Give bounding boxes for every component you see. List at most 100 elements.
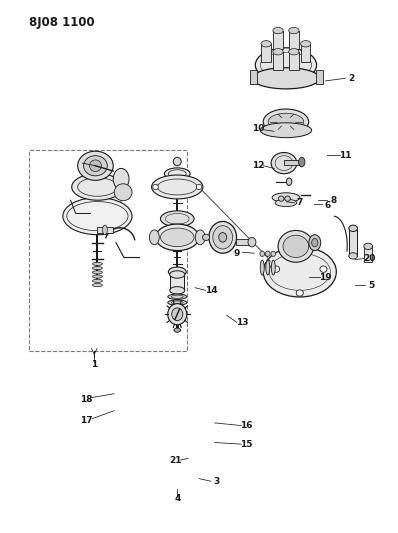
Ellipse shape xyxy=(273,49,283,55)
Ellipse shape xyxy=(153,184,158,190)
Bar xyxy=(289,52,298,70)
Ellipse shape xyxy=(248,237,256,247)
Ellipse shape xyxy=(252,68,320,89)
Ellipse shape xyxy=(173,157,181,166)
Ellipse shape xyxy=(272,193,300,203)
Ellipse shape xyxy=(92,284,102,287)
Ellipse shape xyxy=(195,230,205,245)
Ellipse shape xyxy=(283,235,309,257)
Bar xyxy=(250,70,257,84)
Ellipse shape xyxy=(63,198,132,235)
Ellipse shape xyxy=(349,225,357,231)
Text: 7: 7 xyxy=(297,198,303,207)
Ellipse shape xyxy=(263,109,309,134)
Ellipse shape xyxy=(172,308,183,320)
Ellipse shape xyxy=(168,300,187,305)
Ellipse shape xyxy=(156,224,199,251)
Text: 8: 8 xyxy=(330,196,336,205)
Ellipse shape xyxy=(78,151,113,180)
Bar xyxy=(364,246,372,262)
Text: 1: 1 xyxy=(91,360,98,369)
Ellipse shape xyxy=(300,41,311,47)
Ellipse shape xyxy=(275,199,297,207)
Text: 8J08 1100: 8J08 1100 xyxy=(29,16,95,29)
Ellipse shape xyxy=(113,168,129,190)
Ellipse shape xyxy=(261,41,271,47)
Bar xyxy=(273,52,283,70)
Text: 17: 17 xyxy=(80,416,93,425)
Ellipse shape xyxy=(271,260,275,275)
Ellipse shape xyxy=(278,230,314,262)
Ellipse shape xyxy=(289,49,299,55)
Text: 21: 21 xyxy=(169,456,181,465)
Ellipse shape xyxy=(168,294,187,300)
Text: 19: 19 xyxy=(319,272,332,281)
Ellipse shape xyxy=(92,275,102,278)
Bar xyxy=(97,227,113,233)
Text: 9: 9 xyxy=(233,249,240,258)
Text: 10: 10 xyxy=(252,124,264,133)
Ellipse shape xyxy=(168,304,187,325)
Text: 11: 11 xyxy=(339,151,351,160)
Ellipse shape xyxy=(160,228,194,247)
Ellipse shape xyxy=(273,27,283,34)
Ellipse shape xyxy=(170,271,185,278)
Bar xyxy=(105,190,121,201)
Bar xyxy=(29,150,187,351)
Ellipse shape xyxy=(268,114,304,130)
Ellipse shape xyxy=(312,238,318,247)
Ellipse shape xyxy=(196,184,202,190)
Ellipse shape xyxy=(152,175,203,199)
Ellipse shape xyxy=(213,225,232,249)
Ellipse shape xyxy=(103,225,107,235)
Text: 13: 13 xyxy=(236,318,249,327)
Ellipse shape xyxy=(164,168,190,180)
Ellipse shape xyxy=(256,48,316,82)
Ellipse shape xyxy=(114,184,132,201)
Ellipse shape xyxy=(296,290,303,296)
Bar xyxy=(289,30,298,49)
Ellipse shape xyxy=(92,262,102,265)
Ellipse shape xyxy=(298,157,305,167)
Ellipse shape xyxy=(309,235,321,251)
Ellipse shape xyxy=(160,211,194,227)
Ellipse shape xyxy=(364,243,373,249)
Text: 15: 15 xyxy=(240,440,253,449)
Ellipse shape xyxy=(285,196,290,201)
Ellipse shape xyxy=(209,221,236,253)
Bar xyxy=(236,239,252,245)
Text: 18: 18 xyxy=(80,394,93,403)
Ellipse shape xyxy=(260,251,265,256)
Ellipse shape xyxy=(168,267,186,277)
Ellipse shape xyxy=(320,266,327,272)
Ellipse shape xyxy=(263,247,336,297)
Text: 12: 12 xyxy=(252,161,265,170)
Ellipse shape xyxy=(349,253,357,259)
Ellipse shape xyxy=(286,178,292,185)
Bar xyxy=(261,44,271,62)
Text: 20: 20 xyxy=(363,254,375,263)
Ellipse shape xyxy=(266,260,270,275)
Text: 4: 4 xyxy=(174,494,180,503)
Bar xyxy=(170,274,184,290)
Text: 14: 14 xyxy=(205,286,217,295)
Bar xyxy=(349,229,357,256)
Ellipse shape xyxy=(92,271,102,274)
Ellipse shape xyxy=(273,266,280,272)
Ellipse shape xyxy=(84,156,107,176)
Ellipse shape xyxy=(170,287,185,294)
Ellipse shape xyxy=(203,234,210,240)
Text: 16: 16 xyxy=(240,421,253,430)
Ellipse shape xyxy=(271,251,276,256)
Text: 3: 3 xyxy=(214,477,220,486)
Ellipse shape xyxy=(289,27,299,34)
Ellipse shape xyxy=(271,152,297,174)
Ellipse shape xyxy=(265,251,270,256)
Ellipse shape xyxy=(90,160,101,172)
Bar xyxy=(316,70,323,84)
Bar xyxy=(273,30,283,49)
Text: 5: 5 xyxy=(368,280,374,289)
Ellipse shape xyxy=(92,266,102,270)
Ellipse shape xyxy=(279,196,284,201)
Bar xyxy=(284,160,303,165)
